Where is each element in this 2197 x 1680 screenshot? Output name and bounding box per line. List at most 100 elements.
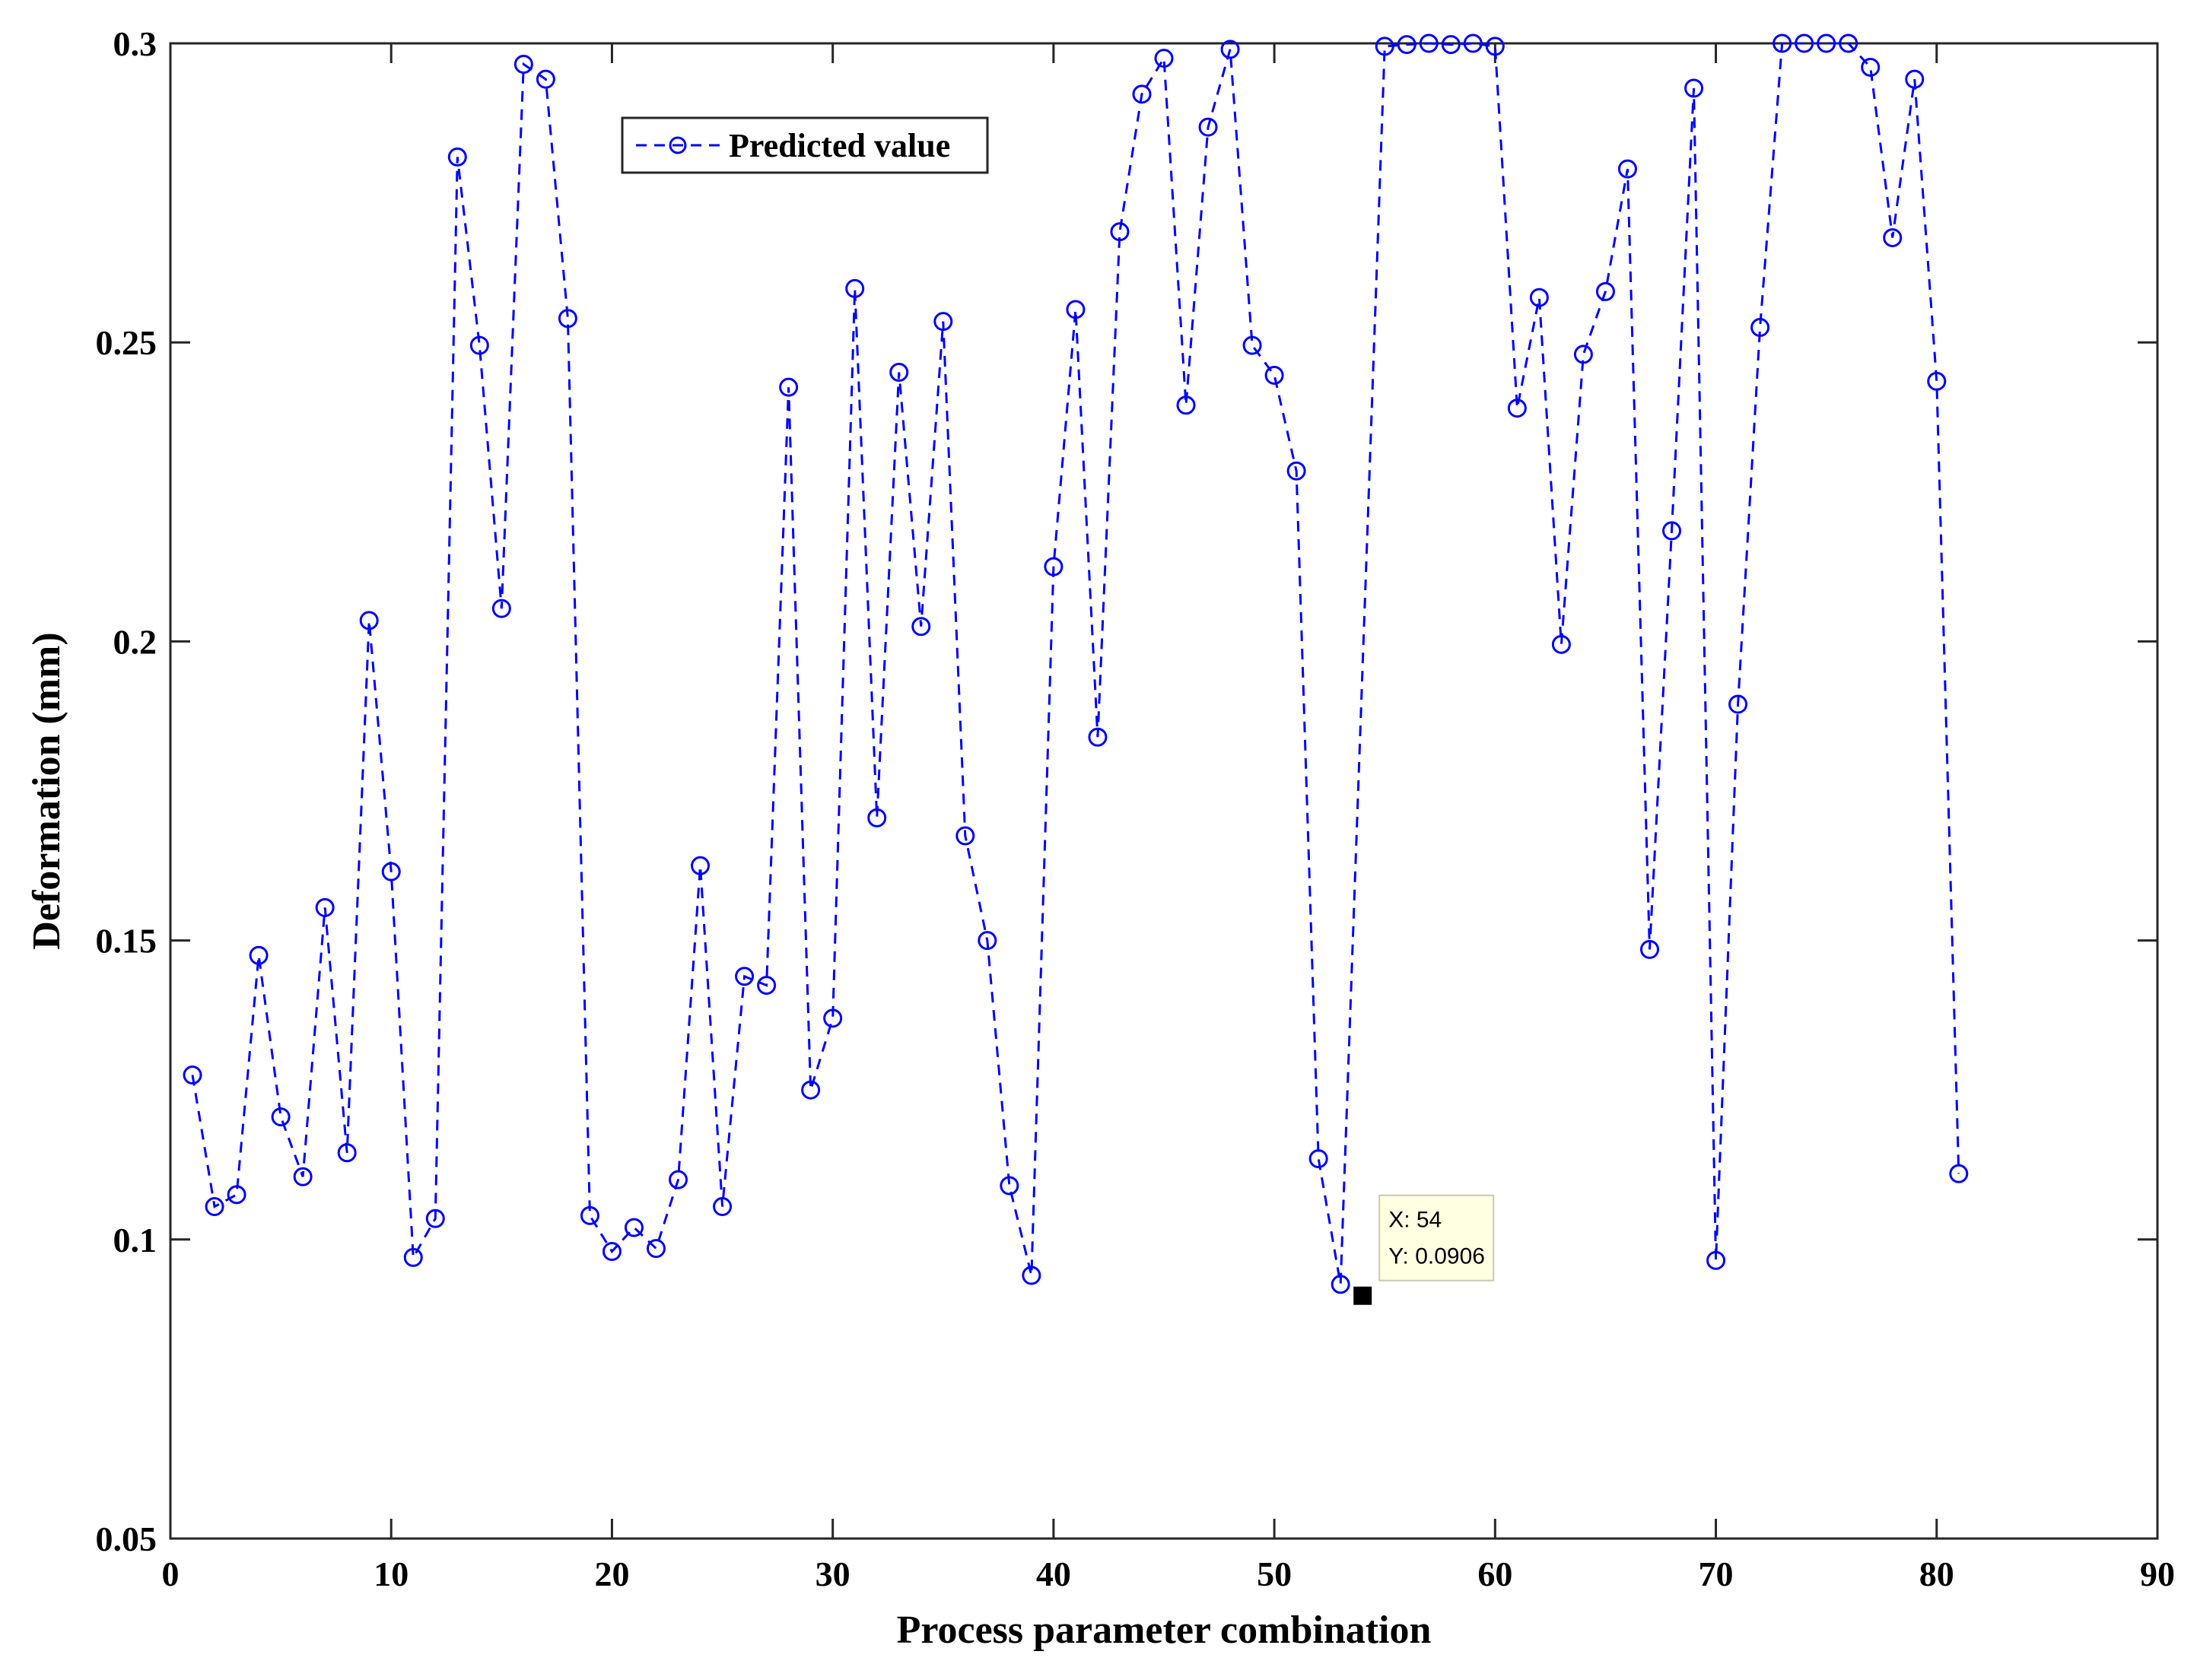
x-tick-label: 70 (1699, 1555, 1734, 1593)
data-point[interactable] (271, 1107, 291, 1127)
x-tick-label: 10 (374, 1555, 409, 1593)
data-point[interactable] (1728, 694, 1748, 714)
data-point[interactable] (1905, 69, 1925, 89)
y-tick-label: 0.1 (113, 1221, 157, 1259)
data-point[interactable] (1044, 557, 1064, 576)
data-point[interactable] (293, 1167, 313, 1186)
data-point[interactable] (1639, 939, 1659, 959)
data-point[interactable] (1220, 40, 1240, 59)
data-point[interactable] (1000, 1176, 1019, 1196)
data-point[interactable] (1795, 33, 1814, 53)
data-point[interactable] (1927, 371, 1947, 391)
x-axis: 0 10 20 30 40 50 60 70 80 90 (162, 43, 2175, 1593)
data-point[interactable] (1595, 281, 1615, 301)
data-point[interactable] (691, 856, 711, 875)
plot-area (169, 42, 2159, 1540)
data-point[interactable] (735, 967, 755, 986)
data-point[interactable] (1397, 35, 1416, 55)
data-point[interactable] (1463, 33, 1483, 53)
data-point[interactable] (978, 931, 997, 951)
data-point[interactable] (757, 976, 777, 996)
data-point[interactable] (1022, 1266, 1041, 1285)
data-point[interactable] (867, 808, 887, 827)
data-point[interactable] (558, 309, 577, 329)
data-point[interactable] (1551, 634, 1571, 654)
x-tick-label: 80 (1919, 1555, 1954, 1593)
datatip[interactable]: X: 54 Y: 0.0906 (1353, 1194, 1495, 1305)
data-point[interactable] (845, 278, 865, 298)
legend[interactable]: Predicted value (621, 116, 989, 174)
y-tick-label: 0.2 (113, 622, 157, 661)
y-tick-label: 0.3 (113, 24, 157, 63)
data-point[interactable] (1949, 1164, 1969, 1183)
data-point[interactable] (1331, 1275, 1350, 1294)
data-point[interactable] (1750, 318, 1770, 338)
data-point[interactable] (1662, 521, 1682, 541)
data-point[interactable] (1242, 335, 1262, 355)
data-point[interactable] (669, 1170, 688, 1189)
data-point[interactable] (713, 1197, 733, 1217)
data-point[interactable] (513, 55, 533, 75)
legend-entry-label: Predicted value (729, 127, 950, 164)
datatip-x-text: X: 54 (1388, 1208, 1442, 1233)
data-point[interactable] (491, 599, 511, 618)
data-point[interactable] (1419, 33, 1439, 53)
data-point[interactable] (1154, 49, 1174, 68)
data-point[interactable] (1088, 727, 1108, 747)
data-point[interactable] (1375, 37, 1394, 56)
data-point[interactable] (425, 1208, 445, 1228)
axes-box (169, 42, 2159, 1540)
data-point[interactable] (403, 1247, 423, 1267)
data-point[interactable] (1507, 399, 1527, 418)
datatip-marker[interactable] (1353, 1286, 1372, 1305)
data-point[interactable] (1839, 33, 1858, 53)
x-tick-label: 60 (1477, 1555, 1512, 1593)
data-point[interactable] (955, 826, 975, 846)
data-point[interactable] (1883, 228, 1903, 248)
data-point[interactable] (801, 1080, 821, 1100)
data-point[interactable] (646, 1239, 666, 1259)
data-point[interactable] (1132, 84, 1152, 104)
data-point[interactable] (447, 147, 467, 167)
data-point[interactable] (359, 611, 379, 630)
y-axis: 0.05 0.1 0.15 0.2 0.25 0.3 (96, 24, 2157, 1558)
data-point[interactable] (1308, 1149, 1328, 1169)
data-point[interactable] (249, 945, 269, 965)
data-point[interactable] (1684, 78, 1704, 98)
data-point[interactable] (779, 377, 799, 397)
data-point[interactable] (580, 1205, 599, 1225)
data-point[interactable] (315, 897, 335, 917)
data-point[interactable] (624, 1218, 644, 1237)
y-tick-label: 0.05 (96, 1520, 157, 1558)
data-point[interactable] (1573, 345, 1593, 364)
data-point[interactable] (469, 335, 489, 355)
data-point[interactable] (1066, 300, 1086, 319)
data-point[interactable] (1817, 33, 1836, 53)
data-point[interactable] (1264, 365, 1284, 385)
y-tick-label: 0.15 (96, 922, 157, 961)
data-point[interactable] (889, 363, 909, 383)
data-point[interactable] (183, 1065, 202, 1085)
data-point[interactable] (1485, 37, 1505, 56)
data-point[interactable] (911, 617, 931, 637)
data-point[interactable] (227, 1185, 246, 1205)
x-tick-label: 30 (816, 1555, 851, 1593)
data-point[interactable] (1529, 287, 1549, 307)
series-line (191, 42, 1960, 1285)
data-point[interactable] (602, 1242, 622, 1262)
data-point[interactable] (1773, 33, 1792, 53)
data-point[interactable] (1441, 35, 1461, 55)
data-point[interactable] (381, 862, 401, 881)
data-point[interactable] (1286, 461, 1306, 481)
data-point[interactable] (1617, 159, 1637, 179)
data-point[interactable] (823, 1008, 843, 1028)
data-point[interactable] (1198, 117, 1218, 137)
data-point[interactable] (536, 69, 555, 89)
data-point[interactable] (1110, 222, 1130, 242)
data-point[interactable] (337, 1143, 357, 1163)
data-point[interactable] (1706, 1250, 1726, 1270)
data-point[interactable] (933, 312, 953, 332)
data-point[interactable] (1176, 395, 1196, 415)
data-point[interactable] (1861, 57, 1881, 77)
data-point[interactable] (205, 1197, 224, 1217)
